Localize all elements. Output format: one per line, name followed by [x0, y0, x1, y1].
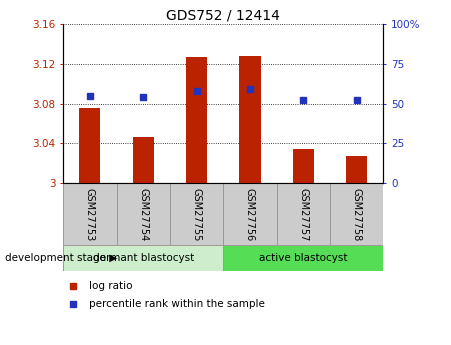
- Bar: [63, 245, 223, 271]
- Bar: [293, 149, 314, 183]
- Bar: [63, 183, 116, 245]
- Bar: [239, 56, 261, 183]
- Title: GDS752 / 12414: GDS752 / 12414: [166, 9, 280, 23]
- Bar: [330, 183, 383, 245]
- Text: development stage ▶: development stage ▶: [5, 253, 117, 263]
- Bar: [223, 183, 276, 245]
- Bar: [79, 108, 101, 183]
- Text: GSM27753: GSM27753: [85, 188, 95, 241]
- Bar: [186, 57, 207, 183]
- Text: GSM27757: GSM27757: [298, 188, 308, 241]
- Bar: [223, 245, 383, 271]
- Bar: [170, 183, 223, 245]
- Bar: [346, 156, 367, 183]
- Text: GSM27755: GSM27755: [192, 188, 202, 241]
- Text: percentile rank within the sample: percentile rank within the sample: [89, 299, 265, 309]
- Bar: [116, 183, 170, 245]
- Text: active blastocyst: active blastocyst: [259, 253, 348, 263]
- Bar: [276, 183, 330, 245]
- Text: GSM27758: GSM27758: [352, 188, 362, 241]
- Text: log ratio: log ratio: [89, 281, 132, 291]
- Text: dormant blastocyst: dormant blastocyst: [92, 253, 194, 263]
- Text: GSM27756: GSM27756: [245, 188, 255, 241]
- Bar: [133, 137, 154, 183]
- Text: GSM27754: GSM27754: [138, 188, 148, 241]
